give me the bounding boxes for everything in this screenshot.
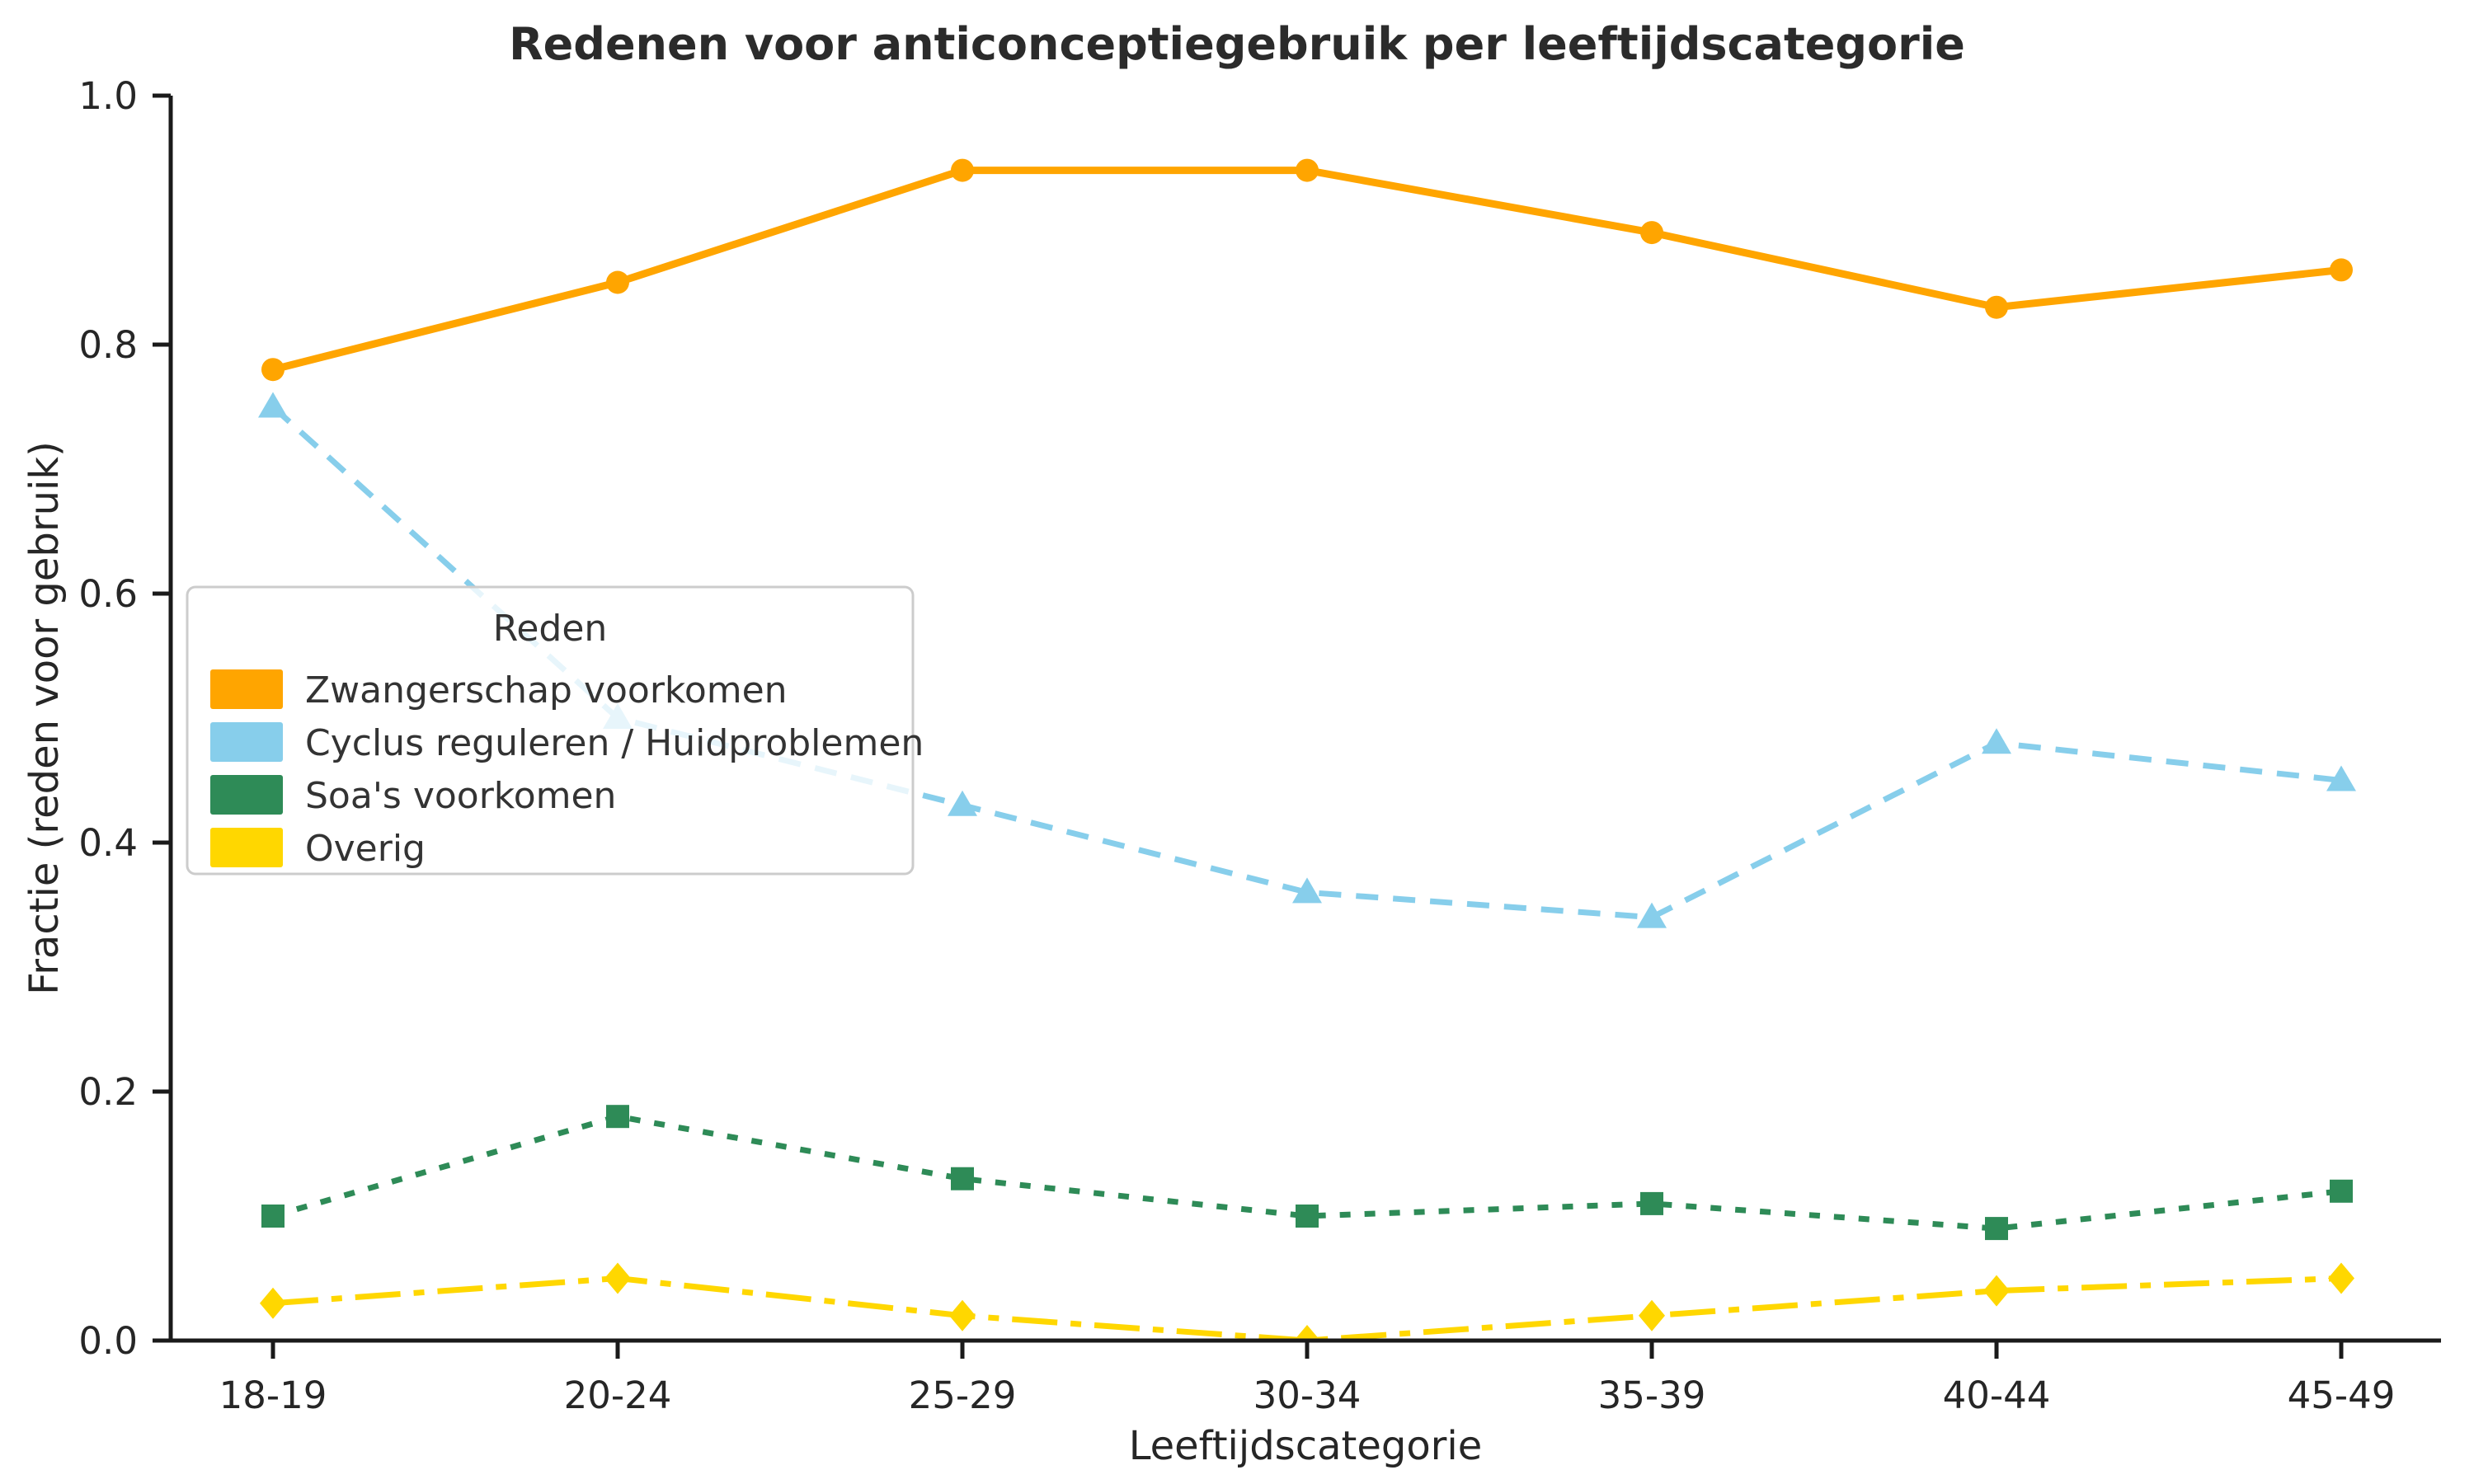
- x-axis-label: Leeftijdscategorie: [1129, 1423, 1483, 1469]
- series-overig: [260, 1262, 2354, 1341]
- legend: Reden Zwangerschap voorkomen Cyclus regul…: [186, 585, 924, 876]
- legend-entry-overig: Overig: [210, 828, 426, 870]
- axes: 0.0 0.2 0.4 0.6 0.8 1.0 18-19 20-24 25-29 30-34 35…: [78, 74, 2441, 1417]
- data-point-marker: [1296, 158, 1319, 182]
- data-point-marker: [606, 1105, 629, 1129]
- x-tick-label: 45-49: [2288, 1374, 2396, 1417]
- x-tick-label: 20-24: [564, 1374, 672, 1417]
- data-point-marker: [260, 1287, 286, 1319]
- data-point-marker: [949, 1299, 976, 1331]
- data-point-marker: [1982, 728, 2011, 754]
- series-zwangerschap-voorkomen: [261, 158, 2353, 382]
- legend-title: Reden: [493, 608, 608, 650]
- legend-entry-label: Zwangerschap voorkomen: [305, 669, 788, 711]
- y-tick-label: 0.4: [78, 821, 138, 865]
- y-tick-label: 1.0: [78, 74, 138, 118]
- data-point-marker: [1983, 1275, 2010, 1307]
- data-point-marker: [1640, 1191, 1663, 1215]
- data-point-marker: [1637, 902, 1667, 928]
- data-point-marker: [1292, 877, 1322, 904]
- x-tick-label: 18-19: [219, 1374, 327, 1417]
- legend-swatch: [210, 828, 283, 867]
- data-point-marker: [1640, 221, 1663, 245]
- x-tick-label: 35-39: [1598, 1374, 1706, 1417]
- data-point-marker: [606, 270, 629, 294]
- legend-entry-soa-s-voorkomen: Soa's voorkomen: [210, 775, 616, 817]
- legend-entry-cyclus-reguleren-huidproblemen: Cyclus reguleren / Huidproblemen: [210, 722, 924, 764]
- legend-swatch: [210, 669, 283, 709]
- y-tick-label: 0.0: [78, 1319, 138, 1363]
- data-point-marker: [1985, 1217, 2008, 1241]
- legend-entry-zwangerschap-voorkomen: Zwangerschap voorkomen: [210, 669, 788, 711]
- data-point-marker: [604, 1262, 631, 1294]
- data-point-marker: [261, 358, 285, 382]
- data-point-marker: [258, 392, 288, 418]
- series-line-zwangerschap-voorkomen: [271, 167, 2342, 373]
- data-point-marker: [2326, 765, 2356, 791]
- legend-swatch: [210, 722, 283, 762]
- data-point-marker: [1296, 1205, 1319, 1228]
- legend-entries: Zwangerschap voorkomen Cyclus reguleren /…: [210, 669, 924, 870]
- legend-box: [186, 585, 915, 876]
- y-tick-label: 0.8: [78, 323, 138, 367]
- y-tick-label: 0.6: [78, 572, 138, 616]
- x-tick-label: 25-29: [909, 1374, 1017, 1417]
- x-axis: 18-19 20-24 25-29 30-34 35-39 40-44 45-49: [168, 1338, 2441, 1417]
- legend-swatch: [210, 775, 283, 815]
- y-axis-label: Fractie (reden voor gebruik): [21, 441, 68, 995]
- series-soa-s-voorkomen: [261, 1105, 2353, 1241]
- data-point-marker: [261, 1205, 285, 1228]
- chart-title: Redenen voor anticonceptiegebruik per le…: [509, 18, 1965, 70]
- legend-entry-label: Cyclus reguleren / Huidproblemen: [305, 722, 924, 764]
- data-point-marker: [2328, 1262, 2354, 1294]
- x-tick-label: 30-34: [1253, 1374, 1362, 1417]
- data-point-marker: [1985, 295, 2008, 319]
- data-point-marker: [951, 1167, 974, 1190]
- x-tick-label: 40-44: [1943, 1374, 2051, 1417]
- y-tick-label: 0.2: [78, 1070, 138, 1114]
- y-axis: 0.0 0.2 0.4 0.6 0.8 1.0: [78, 74, 173, 1363]
- legend-entry-label: Soa's voorkomen: [305, 775, 616, 817]
- data-point-marker: [2330, 1179, 2353, 1203]
- legend-entry-label: Overig: [305, 828, 426, 870]
- data-point-marker: [951, 158, 974, 182]
- data-point-marker: [1639, 1299, 1665, 1331]
- data-point-marker: [2330, 258, 2353, 282]
- data-point-marker: [1294, 1325, 1320, 1341]
- data-point-marker: [948, 790, 977, 816]
